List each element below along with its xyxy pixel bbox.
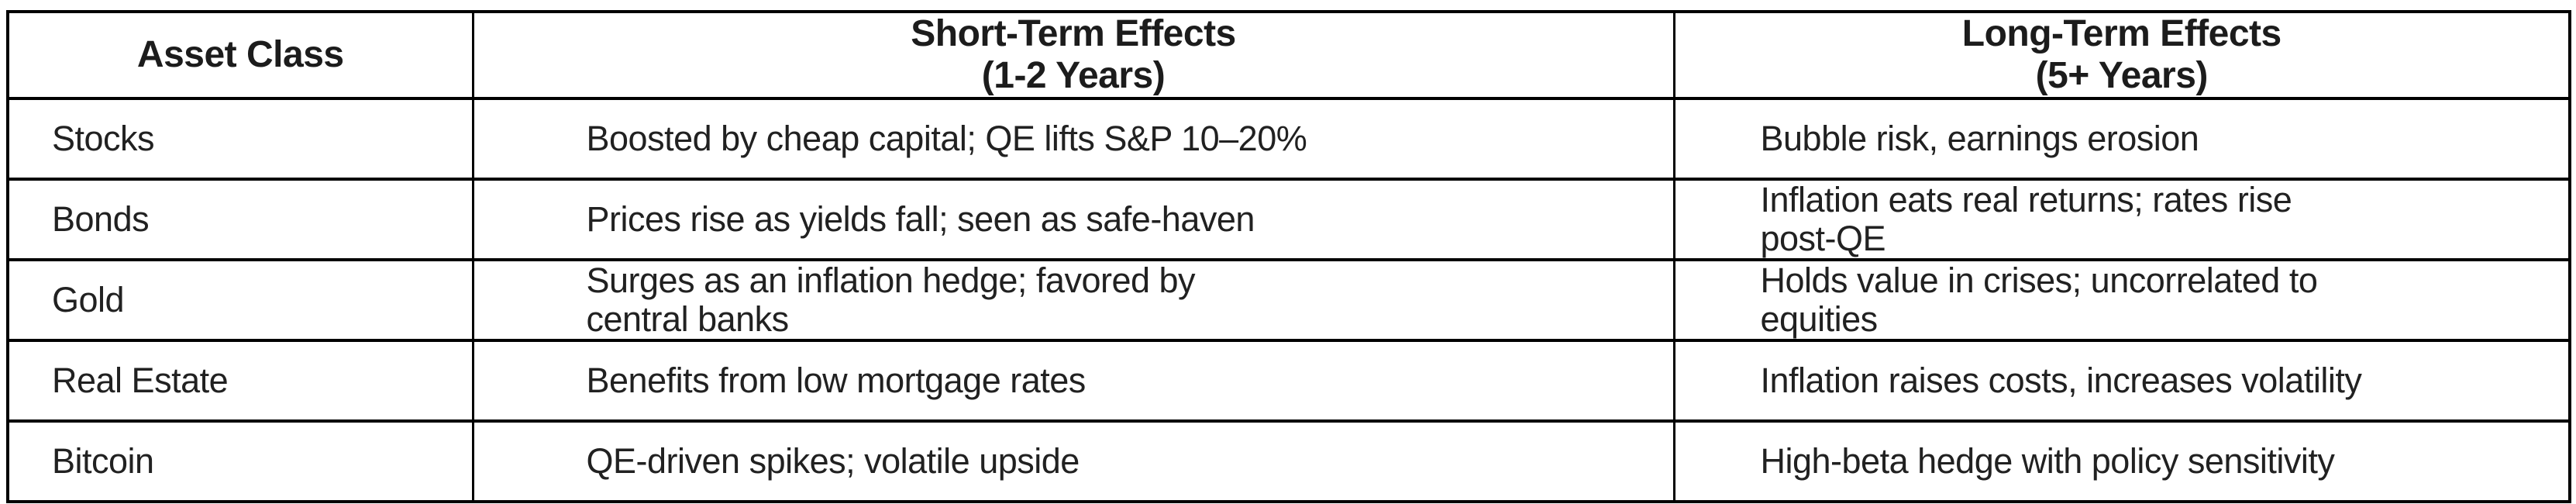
header-label: Long-Term Effects (1961, 13, 2282, 54)
header-row: Asset Class Short-Term Effects (1-2 Year… (6, 10, 2571, 100)
cell-asset-class-real-estate: Real Estate (6, 339, 474, 423)
cell-short-term-gold: Surges as an inflation hedge; favored by… (471, 258, 1675, 342)
table-body: Stocks Boosted by cheap capital; QE lift… (6, 97, 2571, 503)
cell-short-term-stocks: Boosted by cheap capital; QE lifts S&P 1… (471, 97, 1675, 181)
column-header-asset-class: Asset Class (6, 10, 474, 100)
cell-long-term-stocks: Bubble risk, earnings erosion (1672, 97, 2571, 181)
cell-long-term-bitcoin: High-beta hedge with policy sensitivity (1672, 419, 2571, 503)
cell-short-term-real-estate: Benefits from low mortgage rates (471, 339, 1675, 423)
cell-asset-class-stocks: Stocks (6, 97, 474, 181)
table-header: Asset Class Short-Term Effects (1-2 Year… (6, 10, 2571, 100)
table-row-bitcoin: Bitcoin QE-driven spikes; volatile upsid… (6, 419, 2571, 503)
cell-long-term-bonds: Inflation eats real returns; rates rise … (1672, 178, 2571, 261)
column-header-short-term: Short-Term Effects (1-2 Years) (471, 10, 1675, 100)
table-row-stocks: Stocks Boosted by cheap capital; QE lift… (6, 97, 2571, 181)
header-label: Asset Class (136, 34, 344, 75)
cell-asset-class-gold: Gold (6, 258, 474, 342)
cell-short-term-bitcoin: QE-driven spikes; volatile upside (471, 419, 1675, 503)
header-label: Short-Term Effects (911, 13, 1236, 54)
cell-asset-class-bonds: Bonds (6, 178, 474, 261)
header-sublabel: (5+ Years) (2035, 55, 2209, 96)
cell-long-term-real-estate: Inflation raises costs, increases volati… (1672, 339, 2571, 423)
asset-effects-table: Asset Class Short-Term Effects (1-2 Year… (6, 10, 2571, 503)
cell-short-term-bonds: Prices rise as yields fall; seen as safe… (471, 178, 1675, 261)
table-row-gold: Gold Surges as an inflation hedge; favor… (6, 258, 2571, 342)
header-sublabel: (1-2 Years) (981, 55, 1166, 96)
column-header-long-term: Long-Term Effects (5+ Years) (1672, 10, 2571, 100)
cell-asset-class-bitcoin: Bitcoin (6, 419, 474, 503)
table-row-bonds: Bonds Prices rise as yields fall; seen a… (6, 178, 2571, 261)
cell-long-term-gold: Holds value in crises; uncorrelated to e… (1672, 258, 2571, 342)
table-row-real-estate: Real Estate Benefits from low mortgage r… (6, 339, 2571, 423)
